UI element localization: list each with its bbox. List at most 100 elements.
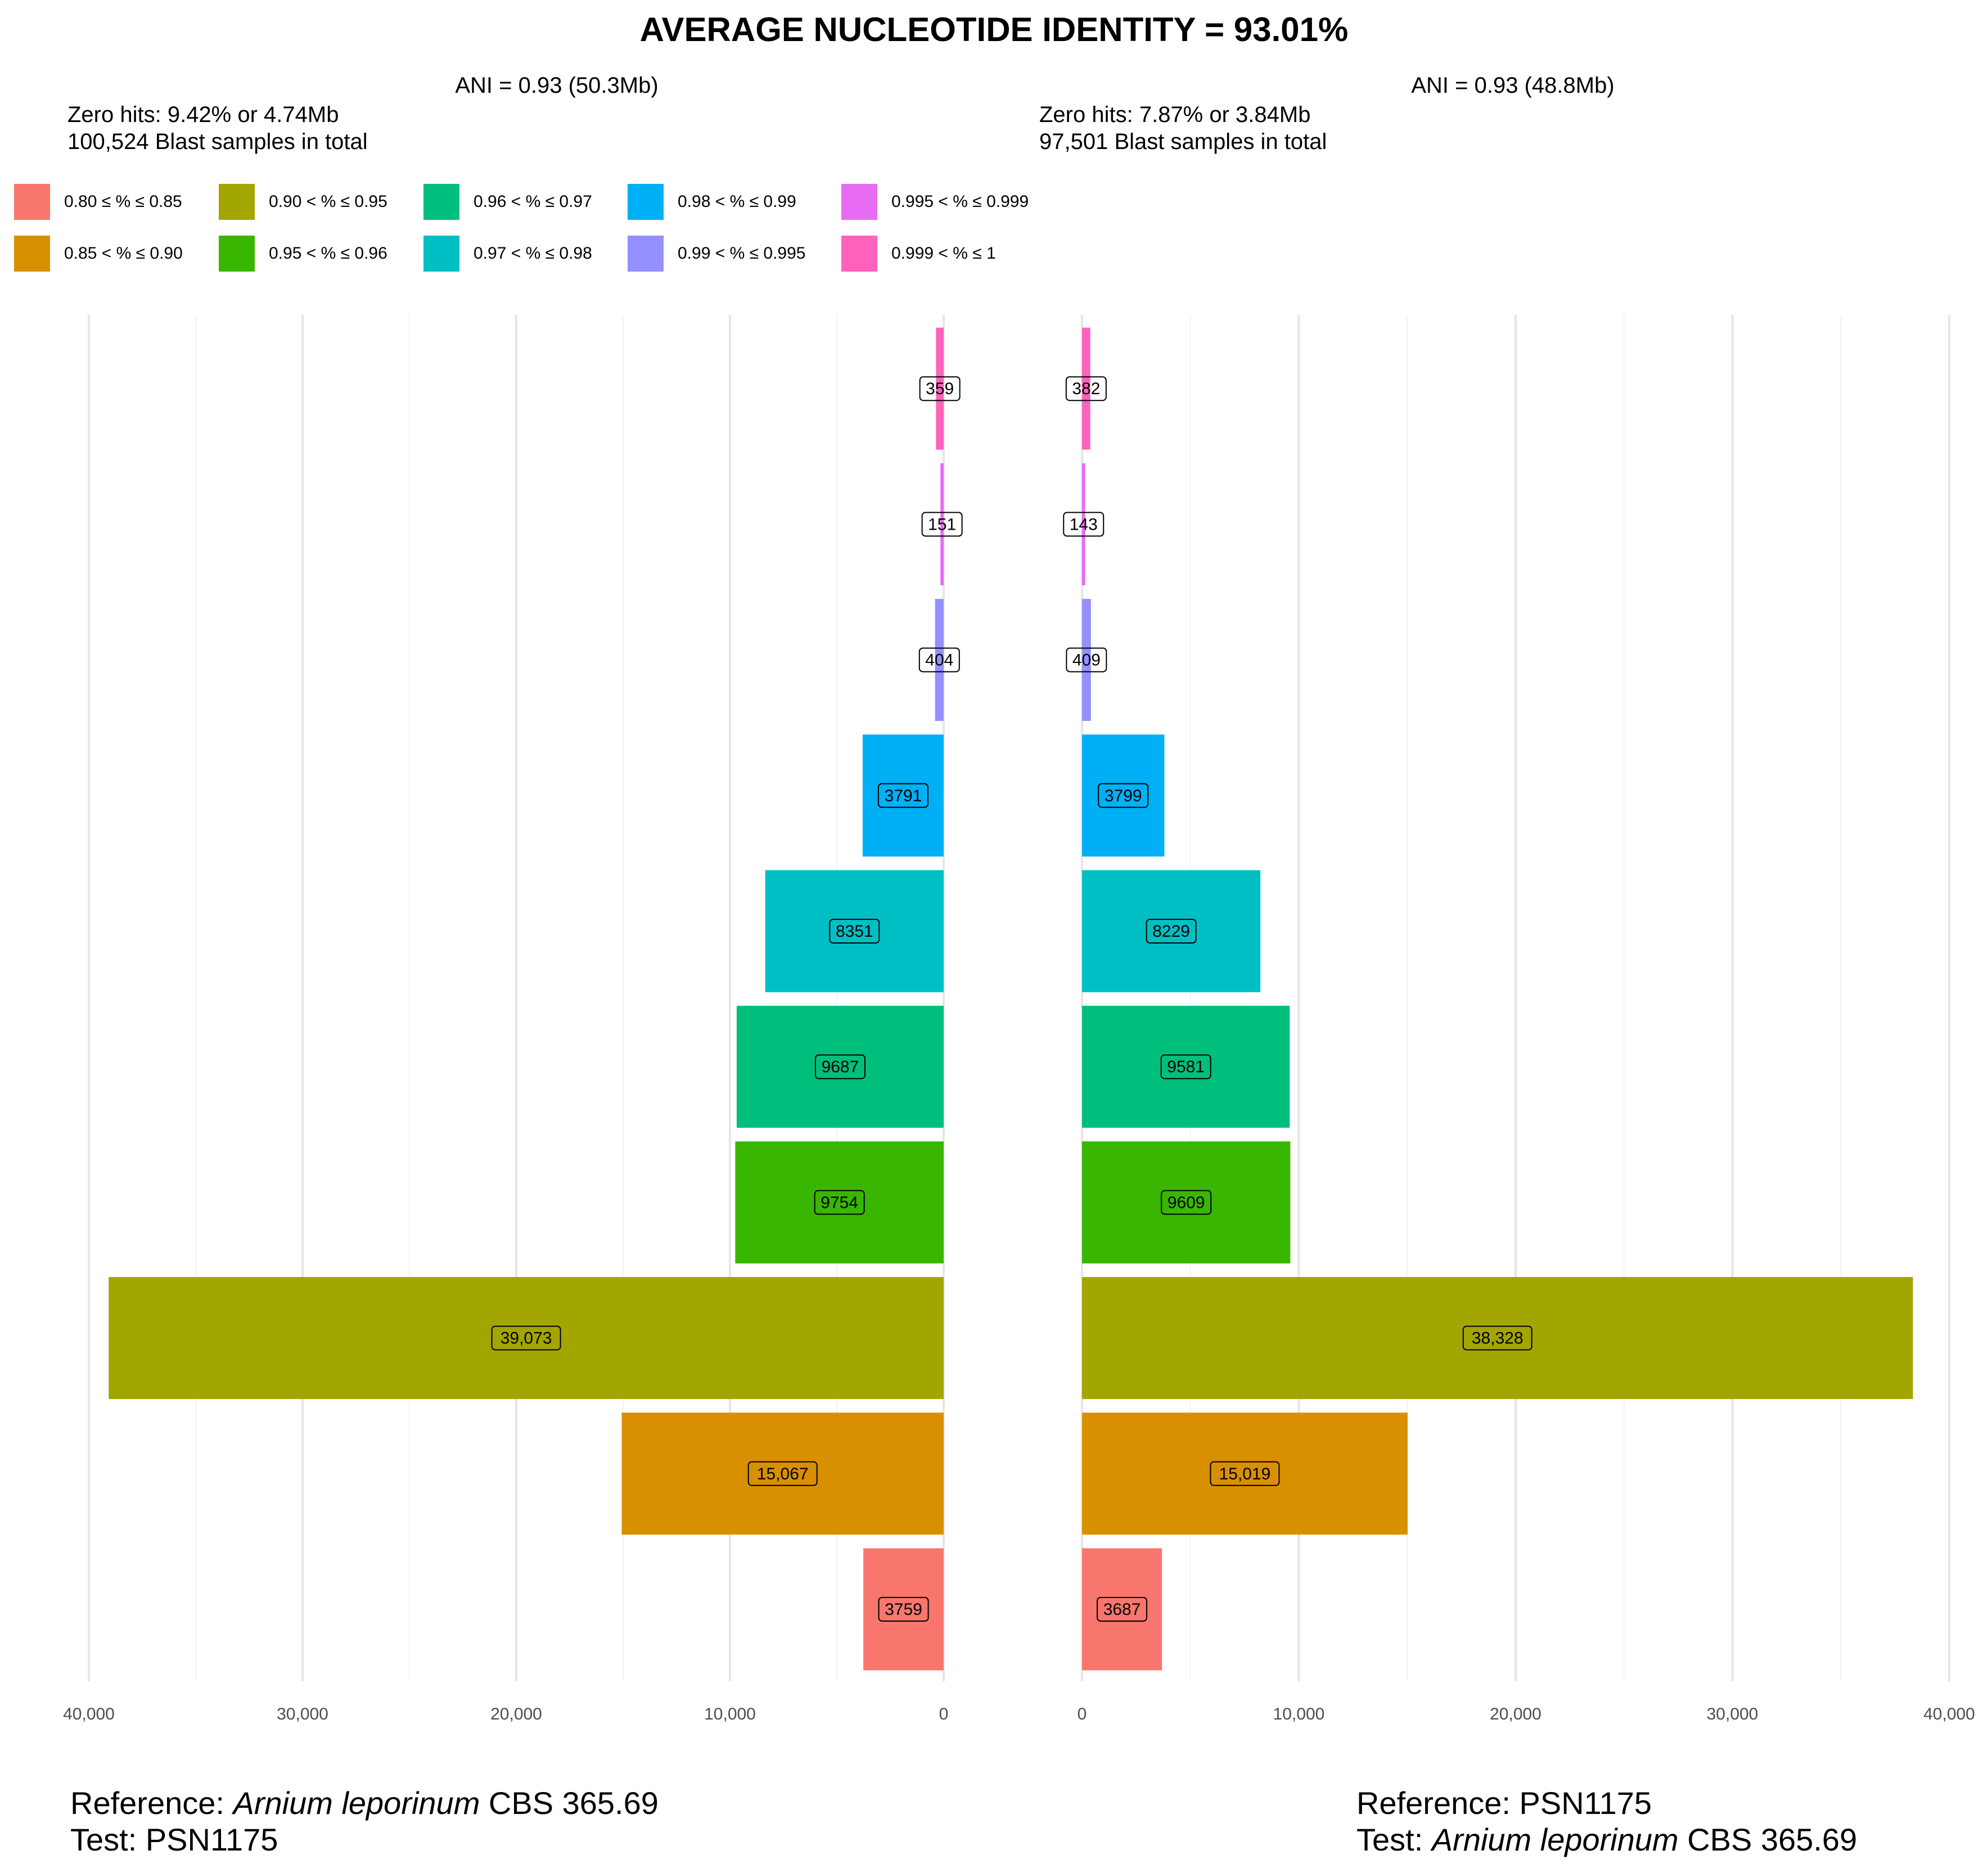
legend-label: 0.95 < % ≤ 0.96: [269, 244, 387, 263]
left-bar-label: 3791: [877, 783, 928, 808]
left-bar-label-box: [829, 919, 880, 944]
left-bar-label-box: [919, 376, 961, 401]
right-bar: [1082, 1548, 1162, 1671]
legend-swatch: [14, 236, 50, 272]
legend-label: 0.97 < % ≤ 0.98: [474, 244, 592, 263]
right-bar-label-text: 9581: [1167, 1058, 1205, 1076]
left-reference-line: Reference: Arnium leporinum CBS 365.69: [70, 1785, 659, 1821]
left-bar-label: 39,073: [491, 1325, 561, 1351]
left-bar-label: 404: [918, 647, 960, 673]
left-bar-label-box: [814, 1054, 865, 1080]
right-bar: [1082, 1277, 1913, 1400]
legend-item: 0.98 < % ≤ 0.99: [628, 184, 796, 220]
legend-swatch: [841, 184, 877, 220]
legend-item: 0.995 < % ≤ 0.999: [841, 184, 1029, 220]
right-test-species: Arnium leporinum: [1431, 1822, 1679, 1857]
legend-label: 0.90 < % ≤ 0.95: [269, 192, 387, 211]
left-bar-label-text: 9687: [822, 1058, 859, 1076]
left-bar: [735, 1141, 944, 1263]
left-test-label: Test:: [70, 1822, 137, 1857]
right-test-line: Test: Arnium leporinum CBS 365.69: [1356, 1822, 1857, 1858]
left-bar: [862, 734, 944, 857]
left-bar: [109, 1277, 944, 1400]
right-bar-label: 9581: [1160, 1054, 1211, 1080]
left-bar: [935, 599, 944, 721]
left-bar-label-text: 359: [926, 380, 954, 398]
right-bar: [1082, 599, 1091, 721]
right-reference-label: Reference:: [1356, 1785, 1511, 1821]
legend-swatch: [423, 184, 459, 220]
right-bar-label: 3687: [1097, 1597, 1148, 1622]
left-test-name: PSN1175: [145, 1822, 278, 1857]
left-bar-label: 9687: [814, 1054, 865, 1080]
right-x-tick-label: 0: [1078, 1705, 1087, 1723]
right-bar: [1082, 870, 1261, 992]
left-bar: [621, 1412, 944, 1535]
legend-swatch: [841, 236, 877, 272]
left-bar: [863, 1548, 944, 1671]
left-bar-label-text: 9754: [821, 1193, 858, 1212]
legend-swatch: [423, 236, 459, 272]
right-bar-label: 8229: [1146, 919, 1197, 944]
right-bar-label: 38,328: [1462, 1325, 1532, 1351]
legend-item: 0.85 < % ≤ 0.90: [14, 236, 183, 272]
right-bar-label-text: 38,328: [1472, 1329, 1523, 1348]
legend-swatch: [628, 236, 664, 272]
left-bar-label-box: [814, 1190, 865, 1215]
right-bar-label-text: 382: [1072, 380, 1100, 398]
left-x-tick-label: 20,000: [490, 1705, 542, 1723]
left-bar-label: 9754: [814, 1190, 865, 1215]
left-bar-label-box: [921, 512, 963, 537]
right-bar: [1082, 1005, 1290, 1128]
right-bar-label: 409: [1066, 647, 1107, 673]
legend-item: 0.95 < % ≤ 0.96: [219, 236, 387, 272]
legend-item: 0.999 < % ≤ 1: [841, 236, 996, 272]
left-bar-label: 151: [921, 512, 963, 537]
right-bar-label-box: [1097, 1597, 1148, 1622]
right-bar-label-box: [1065, 376, 1107, 401]
left-bar-label-text: 151: [928, 515, 956, 534]
right-x-tick-label: 10,000: [1273, 1705, 1325, 1723]
left-reference-species: Arnium leporinum: [233, 1785, 480, 1821]
legend-item: 0.96 < % ≤ 0.97: [423, 184, 592, 220]
legend-label: 0.99 < % ≤ 0.995: [678, 244, 806, 263]
left-x-tick-label: 40,000: [63, 1705, 115, 1723]
legend-label: 0.80 ≤ % ≤ 0.85: [64, 192, 182, 211]
left-x-tick-label: 0: [939, 1705, 949, 1723]
left-bar-label: 3759: [878, 1597, 929, 1622]
legend-swatch: [219, 236, 255, 272]
right-ani-text: ANI = 0.93 (48.8Mb): [1411, 73, 1615, 98]
left-bar-label-box: [918, 647, 960, 673]
right-test-strain: CBS 365.69: [1687, 1822, 1858, 1857]
legend-label: 0.999 < % ≤ 1: [891, 244, 996, 263]
legend-item: 0.97 < % ≤ 0.98: [423, 236, 592, 272]
legend-swatch: [14, 184, 50, 220]
right-bar: [1082, 1412, 1408, 1535]
right-bar-label-box: [1160, 1054, 1211, 1080]
left-bar-label-text: 15,067: [757, 1465, 809, 1483]
left-bar-label-box: [877, 783, 928, 808]
chart-title: AVERAGE NUCLEOTIDE IDENTITY = 93.01%: [639, 11, 1349, 48]
left-bar-label-text: 3759: [885, 1600, 922, 1619]
right-bar-label-box: [1098, 783, 1149, 808]
left-bar-label-text: 3791: [885, 787, 922, 805]
legend-label: 0.85 < % ≤ 0.90: [64, 244, 183, 263]
right-test-label: Test:: [1356, 1822, 1423, 1857]
right-bar-label-text: 3687: [1103, 1600, 1141, 1619]
left-reference-label: Reference:: [70, 1785, 224, 1821]
left-bar-label-box: [747, 1461, 818, 1486]
left-blast-samples: 100,524 Blast samples in total: [67, 129, 368, 154]
left-x-tick-label: 10,000: [704, 1705, 756, 1723]
right-bar: [1082, 1141, 1291, 1263]
right-blast-samples: 97,501 Blast samples in total: [1039, 129, 1327, 154]
right-x-tick-label: 30,000: [1707, 1705, 1759, 1723]
right-bar-label: 3799: [1098, 783, 1149, 808]
right-bar-label-text: 15,019: [1219, 1465, 1271, 1483]
right-bar: [1082, 463, 1085, 585]
right-bar-label-text: 8229: [1152, 922, 1190, 941]
legend-label: 0.96 < % ≤ 0.97: [474, 192, 592, 211]
left-bar-label: 8351: [829, 919, 880, 944]
left-reference-strain: CBS 365.69: [488, 1785, 659, 1821]
legend-label: 0.98 < % ≤ 0.99: [678, 192, 796, 211]
right-bar-label-box: [1063, 512, 1105, 537]
